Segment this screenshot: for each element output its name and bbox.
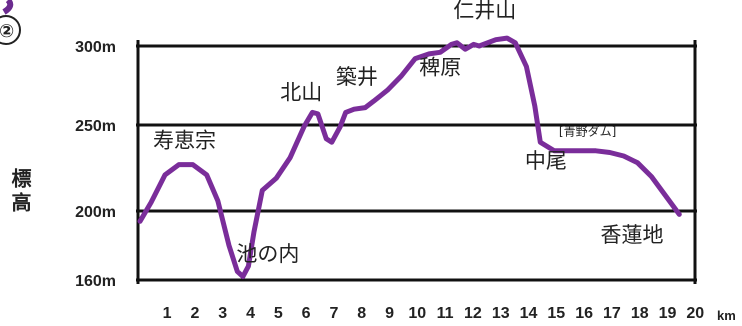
- x-tick-label: 9: [385, 305, 394, 322]
- x-tick-label: 20: [686, 305, 704, 322]
- x-tick-label: 1: [163, 305, 172, 322]
- x-tick-label: 7: [329, 305, 338, 322]
- y-tick-label: 250m: [75, 118, 116, 135]
- x-tick-label: 3: [218, 305, 227, 322]
- y-tick-label: 300m: [75, 39, 116, 56]
- place-label: [青野ダム]: [559, 123, 616, 138]
- x-tick-label: 19: [659, 305, 677, 322]
- x-tick-label: 2: [190, 305, 199, 322]
- x-tick-label: 10: [408, 305, 426, 322]
- x-tick-label: 8: [357, 305, 366, 322]
- x-tick-label: 14: [520, 305, 538, 322]
- place-label: 仁井山: [453, 0, 516, 23]
- place-label: 稗原: [419, 55, 461, 79]
- grid-layer: [136, 40, 697, 284]
- place-label: 中尾: [525, 149, 567, 173]
- x-tick-label: 4: [246, 305, 255, 322]
- x-tick-label: 16: [575, 305, 593, 322]
- x-tick-label: 13: [492, 305, 510, 322]
- place-label: 寿恵宗: [153, 128, 216, 152]
- figure-number-badge: ②: [0, 0, 21, 45]
- y-tick-label: 160m: [75, 273, 116, 290]
- y-tick-label: 200m: [75, 204, 116, 221]
- elevation-profile-line: [137, 35, 682, 280]
- x-tick-label: 11: [437, 305, 454, 322]
- x-tick-label: 5: [274, 305, 283, 322]
- place-label: 築井: [336, 65, 378, 89]
- place-label: 池の内: [236, 242, 299, 266]
- x-tick-label: 18: [631, 305, 649, 322]
- place-label: 香蓮地: [601, 223, 664, 247]
- x-axis-unit: km: [717, 308, 736, 323]
- x-tick-label: 6: [302, 305, 311, 322]
- x-tick-labels: 1 2 3 4 5 6 7 8 9 10 11 12 13 14 15 16 17 18 19 20: [163, 305, 705, 322]
- figure-number: ②: [0, 21, 14, 42]
- x-tick-label: 17: [603, 305, 621, 322]
- y-tick-labels: 160m 200m 250m 300m: [75, 39, 116, 290]
- place-label: 北山: [280, 81, 322, 105]
- x-tick-label: 15: [547, 305, 565, 322]
- y-axis-label: 標高: [8, 167, 32, 216]
- x-tick-label: 12: [464, 305, 482, 322]
